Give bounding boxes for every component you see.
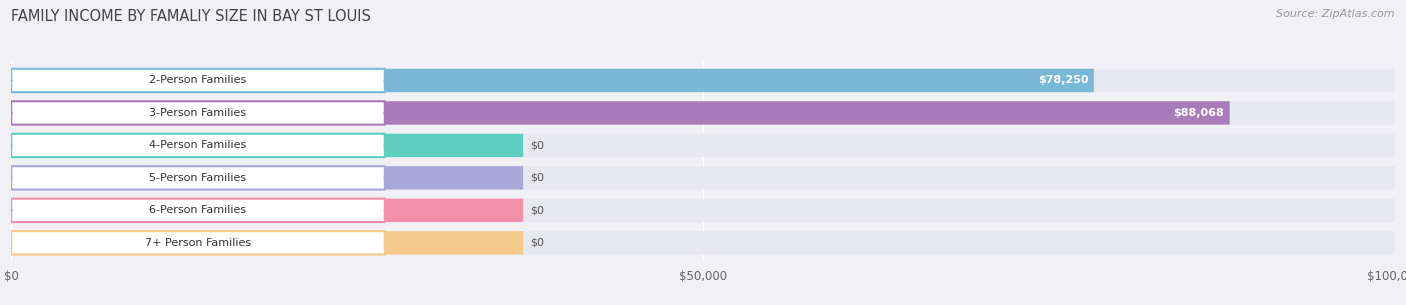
FancyBboxPatch shape <box>11 101 1395 125</box>
Text: $0: $0 <box>530 140 544 150</box>
Text: $0: $0 <box>530 238 544 248</box>
FancyBboxPatch shape <box>11 231 1395 254</box>
FancyBboxPatch shape <box>11 101 385 125</box>
Text: 7+ Person Families: 7+ Person Families <box>145 238 252 248</box>
Text: $78,250: $78,250 <box>1038 75 1088 85</box>
FancyBboxPatch shape <box>11 101 1230 125</box>
Text: 2-Person Families: 2-Person Families <box>149 75 246 85</box>
Text: $0: $0 <box>530 205 544 215</box>
Text: 4-Person Families: 4-Person Families <box>149 140 246 150</box>
FancyBboxPatch shape <box>11 166 385 190</box>
FancyBboxPatch shape <box>11 166 1395 190</box>
FancyBboxPatch shape <box>11 134 1395 157</box>
FancyBboxPatch shape <box>11 231 523 254</box>
Text: FAMILY INCOME BY FAMALIY SIZE IN BAY ST LOUIS: FAMILY INCOME BY FAMALIY SIZE IN BAY ST … <box>11 9 371 24</box>
FancyBboxPatch shape <box>11 69 1395 92</box>
Text: 5-Person Families: 5-Person Families <box>149 173 246 183</box>
Text: $0: $0 <box>530 173 544 183</box>
FancyBboxPatch shape <box>11 134 523 157</box>
Text: Source: ZipAtlas.com: Source: ZipAtlas.com <box>1277 9 1395 19</box>
Text: 6-Person Families: 6-Person Families <box>149 205 246 215</box>
FancyBboxPatch shape <box>11 69 385 92</box>
FancyBboxPatch shape <box>11 199 1395 222</box>
FancyBboxPatch shape <box>11 69 1094 92</box>
FancyBboxPatch shape <box>11 199 523 222</box>
FancyBboxPatch shape <box>11 134 385 157</box>
Text: $88,068: $88,068 <box>1174 108 1225 118</box>
FancyBboxPatch shape <box>11 231 385 254</box>
FancyBboxPatch shape <box>11 199 385 222</box>
FancyBboxPatch shape <box>11 166 523 190</box>
Text: 3-Person Families: 3-Person Families <box>149 108 246 118</box>
